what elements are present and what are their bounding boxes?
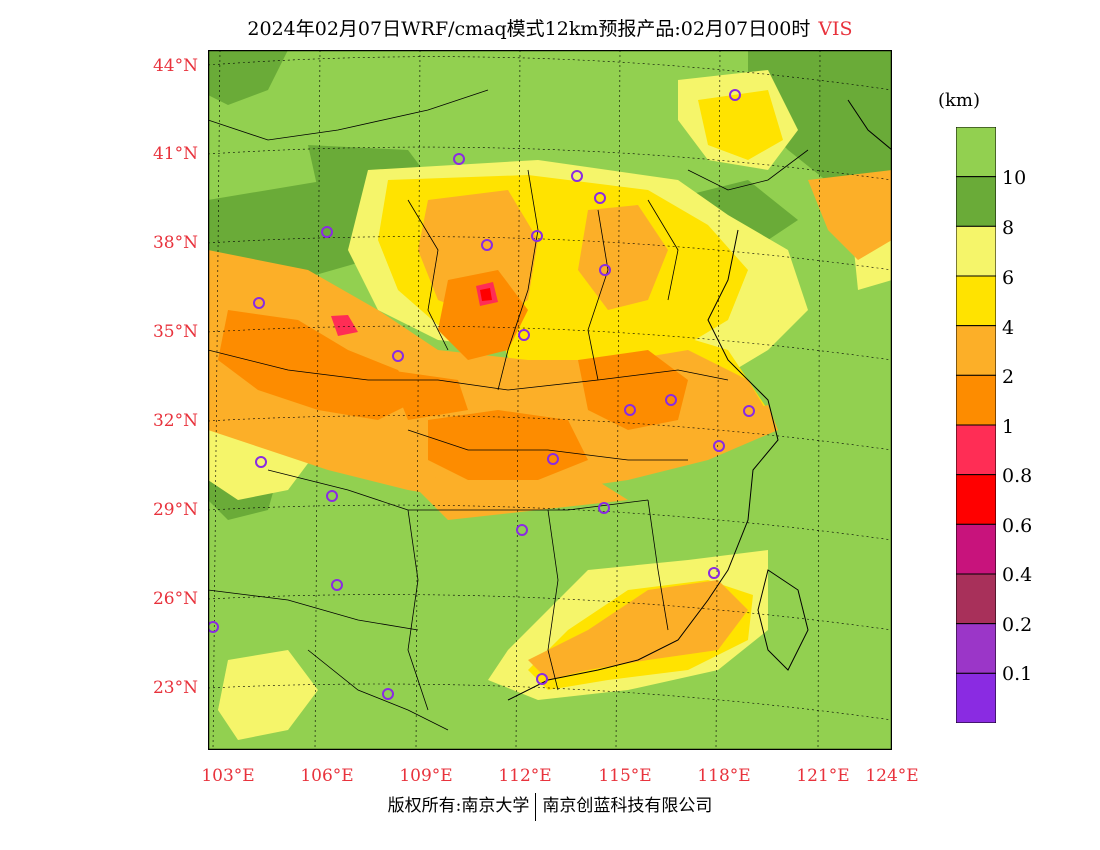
station-marker <box>255 456 267 468</box>
station-markers <box>208 89 755 700</box>
station-marker <box>253 297 265 309</box>
legend-label: 1 <box>1002 416 1015 438</box>
colorbar-swatch <box>956 672 996 723</box>
legend-label: 6 <box>1002 267 1015 289</box>
station-marker <box>598 502 610 514</box>
station-marker <box>516 524 528 536</box>
legend-label: 4 <box>1002 317 1015 339</box>
lon-label: 106°E <box>300 766 354 786</box>
title-text: 2024年02月07日WRF/cmaq模式12km预报产品:02月07日00时 <box>247 18 811 40</box>
station-marker <box>729 89 741 101</box>
station-marker <box>599 264 611 276</box>
lat-label: 32°N <box>152 411 198 431</box>
lat-label: 44°N <box>152 56 198 76</box>
legend-label: 0.6 <box>1002 515 1033 537</box>
station-marker <box>208 621 219 633</box>
station-marker <box>536 673 548 685</box>
colorbar-swatch <box>956 176 996 227</box>
colorbar-swatch <box>956 424 996 476</box>
lon-label: 112°E <box>498 766 552 786</box>
colorbar-swatch <box>956 127 996 178</box>
station-marker <box>713 440 725 452</box>
station-marker <box>624 404 636 416</box>
lon-label: 115°E <box>598 766 652 786</box>
station-marker <box>594 192 606 204</box>
lat-label: 35°N <box>152 322 198 342</box>
station-marker <box>531 230 543 242</box>
map-title: 2024年02月07日WRF/cmaq模式12km预报产品:02月07日00时 V… <box>0 14 1100 41</box>
legend-label: 10 <box>1002 167 1027 189</box>
legend-unit: (km) <box>938 90 981 111</box>
station-marker <box>321 226 333 238</box>
map-frame <box>208 50 892 750</box>
variable-label: VIS <box>818 18 853 40</box>
station-marker <box>326 490 338 502</box>
colorbar-swatch <box>956 275 996 327</box>
lat-label: 29°N <box>152 500 198 520</box>
legend-label: 0.2 <box>1002 614 1033 636</box>
legend-label: 0.1 <box>1002 663 1033 685</box>
coastline <box>507 99 892 701</box>
vis-below-1-shading <box>331 282 498 336</box>
colorbar-swatch <box>956 325 996 376</box>
visibility-map <box>208 50 892 750</box>
colorbar-swatch <box>956 523 996 575</box>
station-marker <box>481 239 493 251</box>
lat-label: 41°N <box>152 144 198 164</box>
station-marker <box>331 579 343 591</box>
graticule <box>208 50 892 750</box>
station-marker <box>708 567 720 579</box>
station-marker <box>571 170 583 182</box>
lat-label: 38°N <box>152 233 198 253</box>
copyright-left: 版权所有:南京大学 <box>387 796 530 816</box>
station-marker <box>453 153 465 165</box>
legend-label: 8 <box>1002 217 1015 239</box>
lon-label: 124°E <box>865 766 919 786</box>
lon-label: 121°E <box>796 766 850 786</box>
lon-label: 103°E <box>201 766 255 786</box>
lon-label: 109°E <box>399 766 453 786</box>
station-marker <box>518 329 530 341</box>
lat-label: 26°N <box>152 589 198 609</box>
colorbar-swatch <box>956 474 996 525</box>
colorbar-swatch <box>956 623 996 674</box>
lon-label: 118°E <box>697 766 751 786</box>
legend-label: 0.4 <box>1002 564 1033 586</box>
station-marker <box>665 394 677 406</box>
station-marker <box>392 350 404 362</box>
legend-label: 0.8 <box>1002 465 1033 487</box>
colorbar-swatch <box>956 573 996 625</box>
copyright-footer: 版权所有:南京大学 南京创蓝科技有限公司 <box>0 791 1100 821</box>
province-boundaries <box>208 89 809 731</box>
copyright-right: 南京创蓝科技有限公司 <box>542 796 713 816</box>
station-marker <box>382 688 394 700</box>
lat-label: 23°N <box>152 678 198 698</box>
footer-divider <box>535 792 537 821</box>
station-marker <box>547 453 559 465</box>
colorbar-swatch <box>956 225 996 277</box>
station-marker <box>743 405 755 417</box>
colorbar <box>956 127 996 723</box>
colorbar-swatch <box>956 374 996 426</box>
legend-label: 2 <box>1002 366 1015 388</box>
